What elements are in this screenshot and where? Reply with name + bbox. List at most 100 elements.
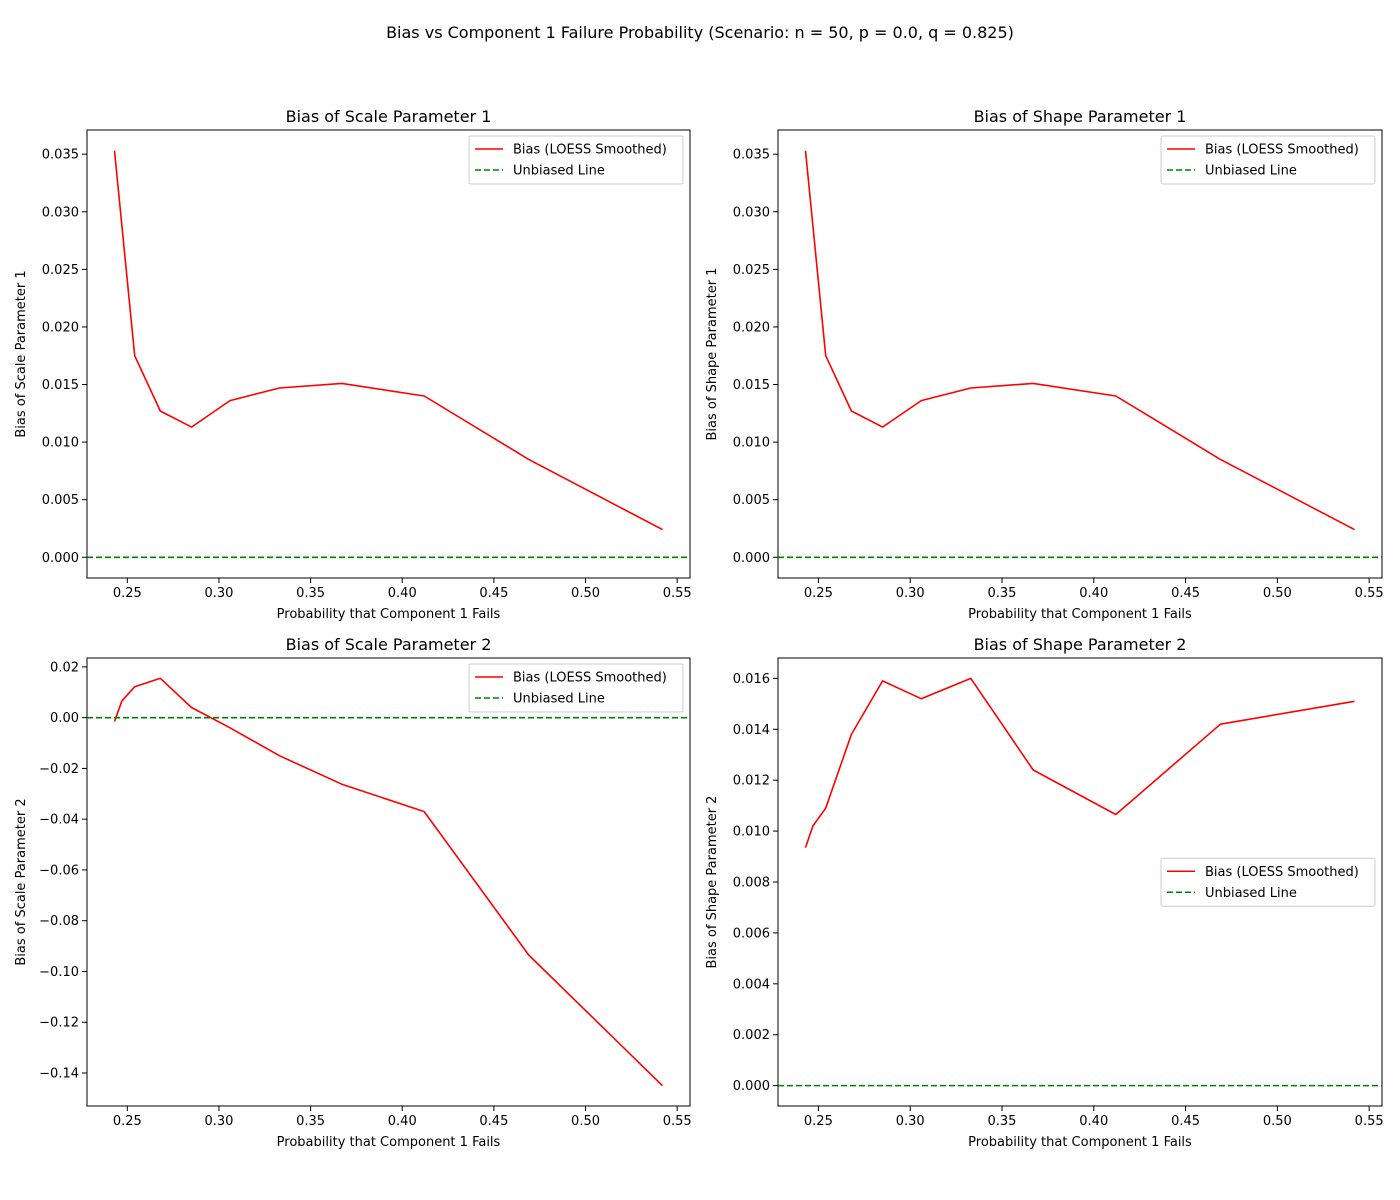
bias-data-point bbox=[1354, 700, 1356, 702]
x-tick-label: 0.50 bbox=[571, 1114, 600, 1129]
bias-line bbox=[113, 677, 664, 1087]
y-tick-label: 0.010 bbox=[42, 436, 79, 451]
x-tick-label: 0.25 bbox=[113, 1114, 142, 1129]
x-tick-label: 0.55 bbox=[1355, 1114, 1384, 1129]
y-tick-label: 0.020 bbox=[733, 320, 770, 335]
legend-label-bias: Bias (LOESS Smoothed) bbox=[1205, 865, 1359, 880]
x-axis-label: Probability that Component 1 Fails bbox=[277, 607, 501, 622]
bias-data-point bbox=[279, 755, 281, 757]
bias-data-point bbox=[970, 678, 972, 680]
y-tick-label: 0.000 bbox=[733, 1079, 770, 1094]
bias-data-point bbox=[805, 847, 807, 849]
y-tick-label: 0.002 bbox=[733, 1028, 770, 1043]
y-tick-label: 0.000 bbox=[42, 551, 79, 566]
bias-data-point bbox=[920, 400, 922, 402]
y-tick-label: 0.015 bbox=[42, 378, 79, 393]
x-tick-label: 0.30 bbox=[204, 1114, 233, 1129]
legend-frame bbox=[468, 663, 684, 713]
y-tick-label: 0.035 bbox=[733, 148, 770, 163]
y-tick-label: 0.020 bbox=[42, 320, 79, 335]
legend-frame bbox=[1160, 135, 1376, 185]
bias-line bbox=[804, 677, 1355, 848]
y-tick-label: 0.012 bbox=[733, 774, 770, 789]
x-tick-label: 0.45 bbox=[479, 586, 508, 601]
legend-frame bbox=[468, 135, 684, 185]
x-tick-label: 0.35 bbox=[987, 1114, 1016, 1129]
y-tick-label: 0.025 bbox=[733, 263, 770, 278]
y-tick-label: 0.025 bbox=[42, 263, 79, 278]
subplot-2: Bias of Shape Parameter 1 0.25 0.30 0.35 0.4… bbox=[705, 107, 1384, 622]
y-tick-label: −0.12 bbox=[39, 1016, 79, 1031]
y-axis-label: Bias of Shape Parameter 2 bbox=[705, 796, 720, 969]
y-tick-label: 0.010 bbox=[733, 825, 770, 840]
y-tick-label: −0.10 bbox=[39, 965, 79, 980]
legend-label-unbiased: Unbiased Line bbox=[513, 164, 605, 179]
bias-data-point bbox=[882, 680, 884, 682]
bias-data-point bbox=[825, 355, 827, 357]
y-tick-label: 0.030 bbox=[733, 205, 770, 220]
x-tick-label: 0.30 bbox=[896, 586, 925, 601]
subplot-grid: Bias of Scale Parameter 1 0.25 0.30 0.35 0.4… bbox=[14, 107, 1384, 1150]
x-tick-label: 0.35 bbox=[987, 586, 1016, 601]
bias-data-point bbox=[882, 426, 884, 428]
y-tick-label: 0.008 bbox=[733, 876, 770, 891]
bias-data-point bbox=[1354, 529, 1356, 531]
bias-data-point bbox=[423, 395, 425, 397]
bias-data-point bbox=[812, 825, 814, 827]
legend-frame bbox=[1160, 857, 1376, 907]
bias-data-point bbox=[341, 383, 343, 385]
bias-data-point bbox=[279, 387, 281, 389]
x-tick-label: 0.50 bbox=[1263, 1114, 1292, 1129]
y-tick-label: −0.04 bbox=[39, 813, 79, 828]
bias-data-point bbox=[851, 410, 853, 412]
x-axis-label: Probability that Component 1 Fails bbox=[277, 1135, 501, 1150]
y-tick-label: 0.02 bbox=[50, 660, 79, 675]
bias-data-point bbox=[191, 707, 193, 709]
y-tick-label: −0.08 bbox=[39, 914, 79, 929]
legend-label-bias: Bias (LOESS Smoothed) bbox=[513, 671, 667, 686]
subplot-title: Bias of Scale Parameter 2 bbox=[286, 635, 492, 654]
x-tick-label: 0.25 bbox=[113, 586, 142, 601]
bias-data-point bbox=[341, 783, 343, 785]
y-tick-label: 0.006 bbox=[733, 926, 770, 941]
x-tick-label: 0.40 bbox=[388, 586, 417, 601]
y-axis-label: Bias of Scale Parameter 2 bbox=[14, 798, 29, 965]
bias-data-point bbox=[1220, 459, 1222, 461]
bias-data-point bbox=[1032, 769, 1034, 771]
x-tick-label: 0.55 bbox=[663, 586, 692, 601]
bias-data-point bbox=[160, 410, 162, 412]
x-tick-label: 0.30 bbox=[204, 586, 233, 601]
legend: Bias (LOESS Smoothed) Unbiased Line bbox=[1160, 135, 1376, 185]
x-tick-label: 0.25 bbox=[804, 586, 833, 601]
plot-area-frame bbox=[86, 129, 691, 579]
x-tick-label: 0.40 bbox=[1079, 586, 1108, 601]
figure-title: Bias vs Component 1 Failure Probability … bbox=[386, 23, 1014, 42]
legend-label-bias: Bias (LOESS Smoothed) bbox=[513, 143, 667, 158]
x-tick-label: 0.50 bbox=[571, 586, 600, 601]
plot-area-frame bbox=[777, 129, 1383, 579]
legend-label-unbiased: Unbiased Line bbox=[1205, 164, 1297, 179]
bias-data-point bbox=[662, 529, 664, 531]
bias-data-point bbox=[528, 459, 530, 461]
subplot-4: Bias of Shape Parameter 2 0.25 0.30 0.35 0.4… bbox=[705, 635, 1384, 1150]
legend-label-bias: Bias (LOESS Smoothed) bbox=[1205, 143, 1359, 158]
subplot-3: Bias of Scale Parameter 2 0.25 0.30 0.35 0.4… bbox=[14, 635, 692, 1150]
bias-data-point bbox=[970, 387, 972, 389]
bias-data-point bbox=[114, 150, 116, 152]
y-tick-label: 0.035 bbox=[42, 148, 79, 163]
bias-data-point bbox=[114, 721, 116, 723]
y-tick-label: 0.000 bbox=[733, 551, 770, 566]
x-axis-label: Probability that Component 1 Fails bbox=[968, 1135, 1192, 1150]
subplot-title: Bias of Shape Parameter 2 bbox=[974, 635, 1187, 654]
x-tick-label: 0.25 bbox=[804, 1114, 833, 1129]
x-tick-label: 0.45 bbox=[1171, 586, 1200, 601]
bias-data-point bbox=[805, 150, 807, 152]
y-tick-label: −0.06 bbox=[39, 863, 79, 878]
bias-data-point bbox=[121, 700, 123, 702]
bias-data-point bbox=[134, 355, 136, 357]
y-tick-label: 0.004 bbox=[733, 977, 770, 992]
bias-data-point bbox=[920, 698, 922, 700]
legend: Bias (LOESS Smoothed) Unbiased Line bbox=[468, 663, 684, 713]
bias-data-point bbox=[160, 678, 162, 680]
